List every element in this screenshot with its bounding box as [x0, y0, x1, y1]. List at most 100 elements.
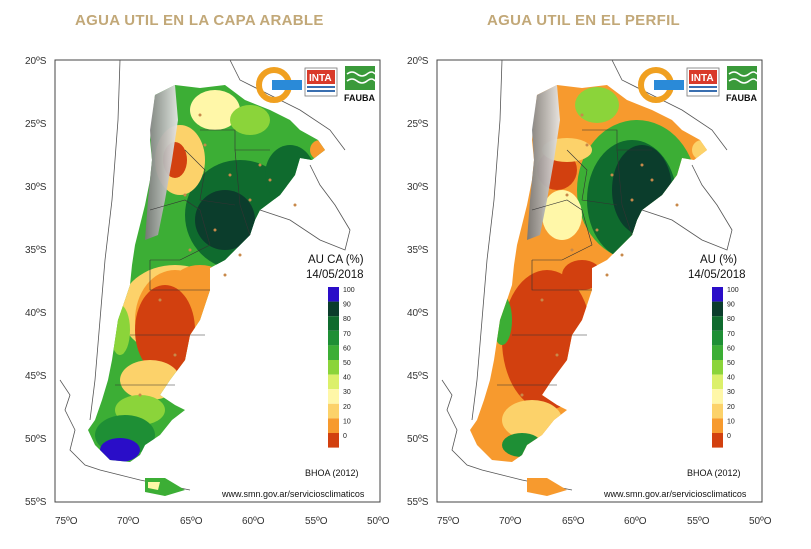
lat-label: 50ºS [25, 434, 47, 445]
legend-label: 90 [343, 302, 351, 309]
lat-label: 20ºS [407, 56, 429, 67]
legend-label: 80 [727, 316, 735, 323]
legend-label: 50 [727, 360, 735, 367]
inta-logo-text: INTA [309, 73, 332, 84]
legend-swatch [712, 360, 723, 375]
right-lon-ticks: 75ºO 70ºO 65ºO 60ºO 55ºO 50ºO [437, 516, 772, 527]
lat-label: 20ºS [25, 56, 47, 67]
right-url: www.smn.gov.ar/serviciosclimaticos [603, 489, 747, 499]
inta-logo-text: INTA [691, 73, 714, 84]
right-legend-title: AU (%) [700, 254, 737, 266]
right-uruguay-brazil-outline [641, 164, 733, 251]
right-chile-outline [471, 59, 503, 421]
lon-label: 50ºO [367, 516, 390, 527]
right-station-dots [520, 113, 679, 397]
left-url: www.smn.gov.ar/serviciosclimaticos [221, 489, 365, 499]
left-chile-outline [89, 59, 121, 421]
legend-swatch [328, 316, 339, 331]
legend-swatch [328, 389, 339, 404]
left-legend-title: AU CA (%) [308, 254, 364, 266]
legend-label: 40 [343, 375, 351, 382]
right-andes-relief [527, 85, 560, 240]
legend-swatch [712, 403, 723, 419]
lat-label: 55ºS [407, 497, 429, 508]
lon-label: 55ºO [687, 516, 710, 527]
lon-label: 70ºO [117, 516, 140, 527]
legend-swatch [712, 345, 723, 360]
legend-label: 80 [343, 316, 351, 323]
lat-label: 45ºS [407, 371, 429, 382]
left-lon-ticks: 75ºO 70ºO 65ºO 60ºO 55ºO 50ºO [55, 516, 390, 527]
legend-label: 40 [727, 375, 735, 382]
legend-swatch [712, 301, 723, 317]
lon-label: 60ºO [624, 516, 647, 527]
legend-label: 0 [343, 433, 347, 440]
lon-label: 75ºO [437, 516, 460, 527]
legend-label: 10 [343, 418, 351, 425]
legend-label: 70 [727, 331, 735, 338]
legend-label: 30 [343, 389, 351, 396]
left-map: 20ºS 25ºS 30ºS 35ºS 40ºS 45ºS 50ºS 55ºS … [25, 56, 390, 527]
legend-swatch [328, 345, 339, 360]
right-lat-ticks: 20ºS 25ºS 30ºS 35ºS 40ºS 45ºS 50ºS 55ºS [407, 56, 429, 508]
legend-label: 60 [343, 345, 351, 352]
left-uruguay-brazil-outline [259, 164, 351, 251]
left-andes-relief [145, 85, 178, 240]
lat-label: 40ºS [25, 308, 47, 319]
lat-label: 45ºS [25, 371, 47, 382]
lat-label: 40ºS [407, 308, 429, 319]
legend-label: 20 [727, 404, 735, 411]
lat-label: 30ºS [407, 182, 429, 193]
left-station-dots [138, 113, 297, 397]
legend-swatch [328, 403, 339, 419]
right-tierra-del-fuego [527, 478, 567, 496]
lat-label: 35ºS [407, 245, 429, 256]
lon-label: 70ºO [499, 516, 522, 527]
legend-swatch [328, 418, 339, 433]
legend-swatch [712, 433, 723, 448]
lon-label: 60ºO [242, 516, 265, 527]
fauba-logo-icon [727, 66, 757, 90]
legend-label: 10 [727, 418, 735, 425]
right-model: BHOA (2012) [687, 468, 741, 478]
legend-label: 20 [343, 404, 351, 411]
right-map-title: AGUA UTIL EN EL PERFIL [487, 12, 681, 29]
left-map-title: AGUA UTIL EN LA CAPA ARABLE [75, 12, 324, 29]
legend-swatch [712, 287, 723, 302]
left-model: BHOA (2012) [305, 468, 359, 478]
legend-swatch [328, 374, 339, 390]
legend-swatch [328, 301, 339, 317]
legend-label: 30 [727, 389, 735, 396]
left-lat-ticks: 20ºS 25ºS 30ºS 35ºS 40ºS 45ºS 50ºS 55ºS [25, 56, 47, 508]
right-date: 14/05/2018 [688, 269, 746, 281]
right-map: 20ºS 25ºS 30ºS 35ºS 40ºS 45ºS 50ºS 55ºS … [407, 56, 772, 527]
legend-swatch [328, 287, 339, 302]
legend-label: 100 [727, 287, 739, 294]
fauba-logo-icon [345, 66, 375, 90]
legend-label: 0 [727, 433, 731, 440]
left-north-border [229, 59, 346, 151]
right-logos: INTA FAUBA [638, 66, 758, 103]
fauba-logo-text: FAUBA [726, 93, 757, 103]
left-date: 14/05/2018 [306, 269, 364, 281]
lat-label: 50ºS [407, 434, 429, 445]
legend-swatch [328, 433, 339, 448]
lat-label: 25ºS [25, 119, 47, 130]
lat-label: 30ºS [25, 182, 47, 193]
legend-swatch [712, 330, 723, 346]
legend-swatch [712, 389, 723, 404]
lon-label: 75ºO [55, 516, 78, 527]
lon-label: 55ºO [305, 516, 328, 527]
lat-label: 25ºS [407, 119, 429, 130]
right-province-borders [497, 129, 652, 386]
legend-swatch [712, 374, 723, 390]
legend-swatch [328, 330, 339, 346]
left-province-borders [115, 129, 270, 386]
lat-label: 55ºS [25, 497, 47, 508]
legend-label: 60 [727, 345, 735, 352]
legend-swatch [328, 360, 339, 375]
right-north-border [611, 59, 728, 151]
